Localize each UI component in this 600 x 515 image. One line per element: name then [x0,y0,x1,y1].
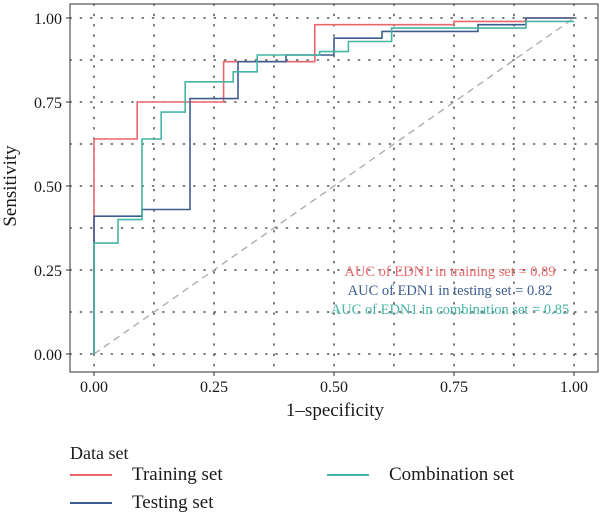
y-tick-label: 1.00 [34,11,62,28]
auc-annotation: AUC of EDN1 in testing set = 0.82 [348,283,553,299]
roc-chart: 0.00 0.25 0.50 0.75 1.00 0.00 0.25 0.50 0.75 1.00… [0,3,599,421]
legend-item-combination: Combination set [327,464,514,486]
x-tick-label: 0.50 [320,379,348,396]
grid [69,3,599,373]
y-axis-label: Sensitivity [0,145,21,227]
y-tick-label: 0.25 [34,263,62,280]
auc-annotation: AUC of EDN1 in combination set = 0.85 [331,302,570,318]
y-tick-label: 0.50 [34,179,62,196]
legend-item-training: Training set [70,464,223,486]
auc-annotations: AUC of EDN1 in training set = 0.89 AUC of… [331,264,570,318]
legend-label-training: Training set [132,464,223,485]
x-tick-label: 1.00 [560,379,588,396]
legend-item-testing: Testing set [70,492,214,514]
legend-swatch-testing [70,502,112,504]
x-tick-label: 0.00 [80,379,108,396]
legend: Data set Training set Testing set Combin… [70,440,590,515]
legend-title: Data set [70,443,129,463]
reference-diagonal-line [93,17,575,355]
x-tick-label: 0.25 [200,379,228,396]
roc-curve-combination-set [93,20,574,354]
axis-ticks: 0.00 0.25 0.50 0.75 1.00 0.00 0.25 0.50 0.75 1.00 [34,11,588,396]
x-axis-label: 1–specificity [286,400,385,421]
auc-annotation: AUC of EDN1 in training set = 0.89 [344,264,555,280]
y-tick-label: 0.75 [34,95,62,112]
x-tick-label: 0.75 [440,379,468,396]
legend-swatch-combination [327,474,369,476]
y-tick-label: 0.00 [34,347,62,364]
legend-label-combination: Combination set [389,464,515,485]
roc-curves [93,17,574,354]
legend-label-testing: Testing set [132,492,214,513]
legend-swatch-training [70,474,112,476]
